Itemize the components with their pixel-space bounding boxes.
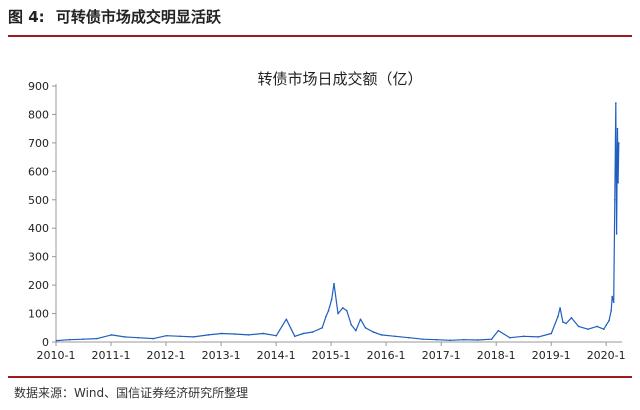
data-point [110,334,113,336]
data-point [137,336,140,339]
data-point [557,315,559,318]
data-point [408,336,410,339]
data-point [337,312,339,315]
data-point [522,335,525,338]
data-point [613,198,616,201]
data-point [55,339,58,342]
data-point [96,337,98,340]
footer-rule [8,376,632,378]
data-point [612,301,615,303]
data-point [570,317,573,319]
data-point [220,332,223,335]
data-point [562,321,564,323]
data-point [617,181,619,184]
data-point [247,334,250,336]
data-point [350,324,353,326]
data-point [165,334,168,337]
header-rule [8,35,632,37]
data-point [345,309,348,312]
y-tick-label: 300 [28,251,49,264]
y-tick-label: 0 [42,336,49,349]
data-point [321,326,324,329]
chart-title: 转债市场日成交额（亿） [257,70,422,88]
data-point [293,335,296,338]
data-point [477,339,479,341]
y-tick-label: 900 [28,80,49,93]
x-tick-label: 2017-1 [422,349,461,362]
y-tick-label: 500 [28,194,49,207]
y-tick-label: 600 [28,165,49,178]
data-point [68,338,71,341]
data-point [372,331,375,333]
data-point [608,319,610,322]
data-point [233,333,236,335]
data-point [449,339,451,342]
x-tick-label: 2020-1 [587,349,626,362]
data-point [615,233,618,235]
chart: 转债市场日成交额（亿） 0 100 200 300 400 500 600 700 800 900… [28,70,626,362]
figure-header: 图 4: 可转债市场成交明显活跃 [8,6,632,32]
data-point [364,326,367,329]
data-point [333,282,335,285]
x-tick-label: 2015-1 [312,349,351,362]
data-point [550,332,553,335]
data-point [422,338,424,340]
data-point [179,335,182,338]
data-point [123,336,126,338]
data-point [618,142,620,144]
data-point [565,322,567,325]
x-tick-label: 2019-1 [532,349,571,362]
data-point [596,325,598,328]
y-tick-label: 200 [28,279,49,292]
x-tick-label: 2018-1 [477,349,516,362]
data-point [490,338,493,340]
data-point [302,332,305,335]
data-source: 数据来源：Wind、国信证券经济研究所整理 [14,386,249,400]
figure-title: 可转债市场成交明显活跃 [55,8,221,26]
figure-number: 图 4: [8,8,45,26]
x-tick-label: 2010-1 [37,349,76,362]
data-point [605,324,608,326]
data-point [602,328,605,331]
data-point [497,329,500,332]
x-tick-label: 2014-1 [257,349,296,362]
data-point [615,102,617,104]
plot-area: 0 100 200 300 400 500 600 700 800 900 2010-1 2011-1… [28,80,626,362]
data-point [327,309,330,312]
data-point [82,338,85,340]
data-point [192,336,195,338]
data-point [152,337,155,340]
data-point [330,298,333,301]
data-point [380,334,383,336]
data-point [587,328,589,331]
y-tick-label: 800 [28,108,49,121]
data-point [359,318,362,321]
data-point [611,295,614,298]
series-line [56,102,620,342]
data-point [355,329,357,332]
y-tick-label: 400 [28,222,49,235]
data-point [559,307,561,309]
data-point [463,338,465,341]
data-point [610,309,612,312]
x-tick-label: 2013-1 [202,349,241,362]
data-point [394,335,396,338]
data-point [325,315,327,318]
data-point [207,334,210,336]
data-point [616,127,619,130]
x-tick-label: 2012-1 [146,349,185,362]
data-point [435,338,438,341]
y-tick-label: 700 [28,137,49,150]
data-point [509,336,511,339]
data-point [262,332,265,335]
data-point [342,307,344,309]
data-point [537,336,540,338]
data-point [285,318,288,321]
x-tick-label: 2016-1 [367,349,406,362]
y-tick-label: 100 [28,308,49,321]
x-tick-label: 2011-1 [92,349,131,362]
data-point [275,334,278,337]
data-point [577,325,580,328]
data-point [311,331,314,333]
